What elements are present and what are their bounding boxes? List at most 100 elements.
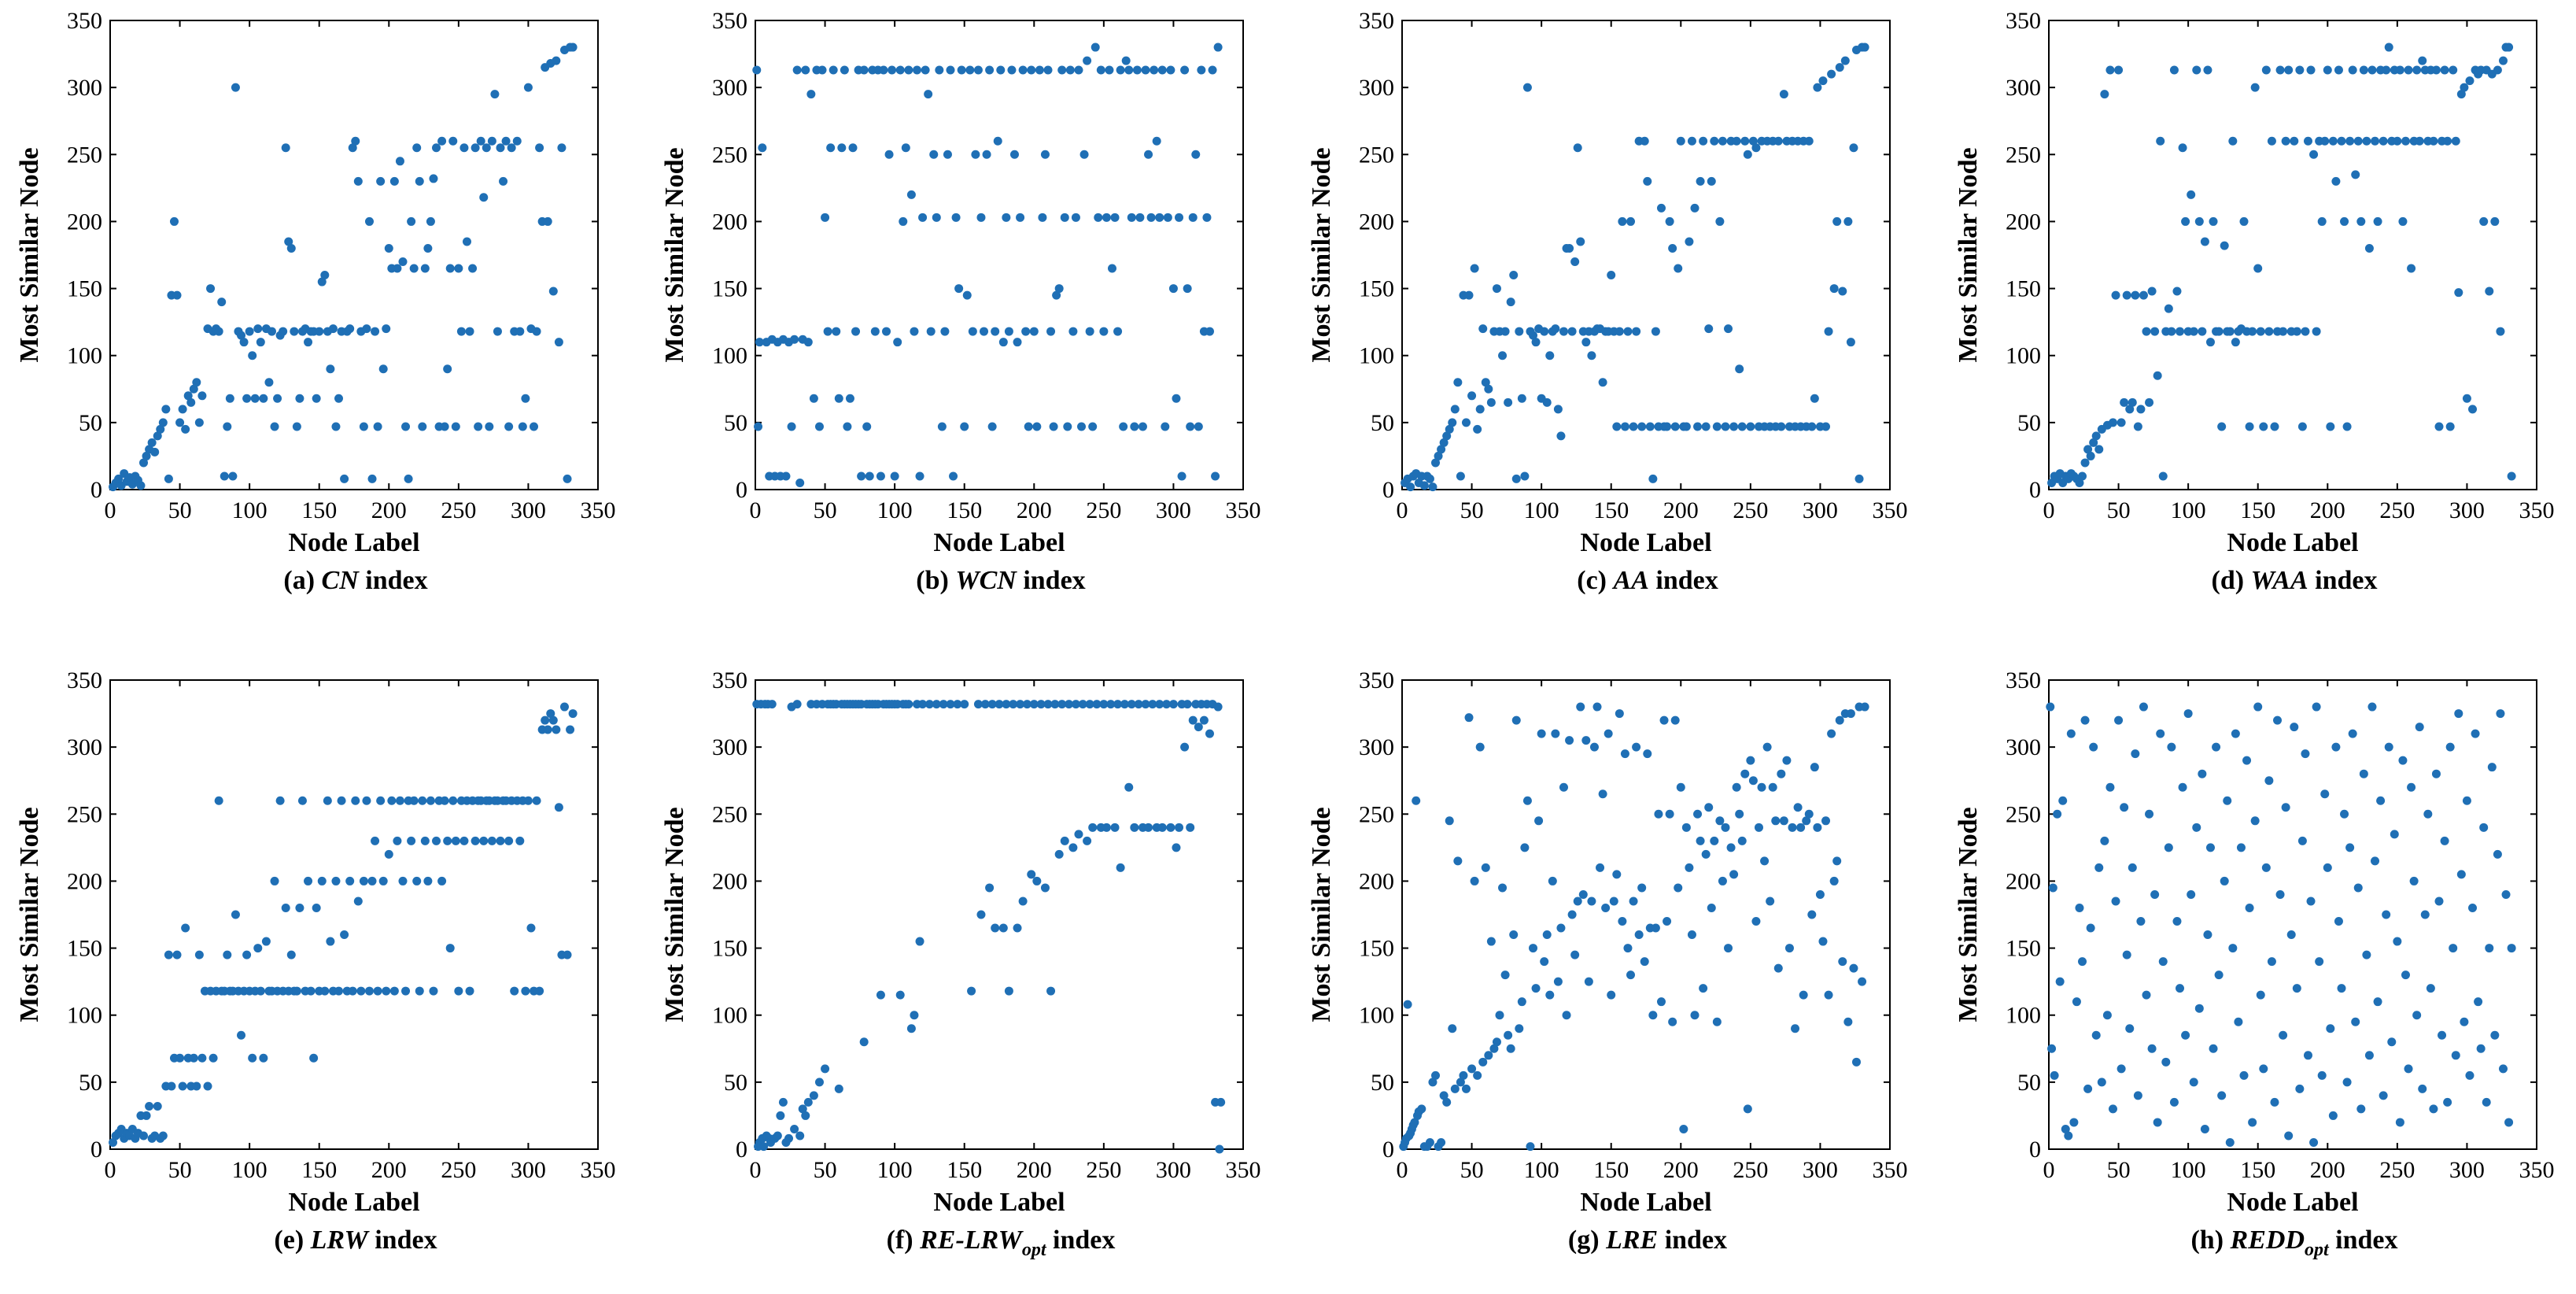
data-point <box>345 324 355 334</box>
data-point <box>2231 338 2240 347</box>
data-point <box>423 876 433 885</box>
y-tick-label: 350 <box>67 667 102 693</box>
x-tick-label: 350 <box>1873 497 1908 523</box>
data-point <box>834 1084 843 1093</box>
data-point <box>456 327 466 336</box>
data-point <box>2275 889 2285 899</box>
data-point <box>851 327 861 336</box>
data-point <box>1737 836 1747 845</box>
data-point <box>980 700 990 709</box>
data-point <box>256 986 265 996</box>
data-point <box>2434 897 2444 906</box>
x-axis-label: Node Label <box>1580 528 1711 557</box>
data-point <box>1120 700 1129 709</box>
data-point <box>2431 769 2441 778</box>
points-h <box>2046 702 2516 1147</box>
data-point <box>1651 327 1660 336</box>
data-point <box>2373 997 2382 1007</box>
points-f <box>752 700 1226 1154</box>
y-axis-label: Most Similar Node <box>1307 147 1336 362</box>
data-point <box>197 1053 207 1063</box>
data-point <box>1144 823 1153 832</box>
data-point <box>1437 1137 1446 1147</box>
data-point <box>153 431 162 441</box>
x-tick-label: 250 <box>1733 497 1768 523</box>
data-point <box>206 284 216 294</box>
data-point <box>803 1097 813 1107</box>
x-tick-label: 150 <box>301 1157 337 1183</box>
data-point <box>1576 702 1585 712</box>
data-point <box>1481 863 1490 872</box>
data-point <box>2150 889 2160 899</box>
data-point <box>295 903 304 912</box>
data-point <box>2158 471 2168 481</box>
data-point <box>1481 378 1490 387</box>
data-point <box>334 986 344 996</box>
data-point <box>1124 782 1134 792</box>
x-tick-label: 250 <box>2379 497 2415 523</box>
data-point <box>371 836 380 845</box>
data-point <box>1542 930 1552 940</box>
data-point <box>1651 923 1660 933</box>
data-point <box>987 700 997 709</box>
data-point <box>214 796 223 805</box>
data-point <box>1046 327 1056 336</box>
data-point <box>2105 65 2115 75</box>
data-point <box>1138 422 1147 431</box>
data-point <box>139 1131 149 1141</box>
data-point <box>1083 836 1092 845</box>
data-point <box>1674 264 1683 273</box>
x-tick-label: 50 <box>1460 1157 1484 1183</box>
data-point <box>2100 836 2109 845</box>
data-point <box>2136 917 2146 926</box>
data-point <box>231 910 240 919</box>
data-point <box>1511 474 1521 483</box>
data-point <box>1417 1104 1426 1114</box>
data-point <box>1134 700 1143 709</box>
data-point <box>1102 213 1111 222</box>
data-point <box>2420 910 2430 919</box>
x-tick-label: 50 <box>814 497 837 523</box>
data-point <box>2279 1030 2288 1040</box>
data-point <box>398 257 408 267</box>
data-point <box>1726 843 1736 852</box>
data-point <box>1737 422 1747 431</box>
data-point <box>2407 264 2416 273</box>
data-point <box>181 424 190 434</box>
data-point <box>1506 1044 1515 1053</box>
x-tick-label: 100 <box>877 497 913 523</box>
data-point <box>965 65 975 75</box>
data-point <box>949 471 958 481</box>
data-point <box>1439 1091 1449 1100</box>
data-point <box>315 327 324 336</box>
data-point <box>214 327 223 336</box>
data-point <box>1665 216 1674 226</box>
data-point <box>2443 136 2452 146</box>
x-tick-label: 150 <box>947 497 982 523</box>
data-point <box>530 422 539 431</box>
data-point <box>801 65 810 75</box>
data-point <box>189 384 198 394</box>
data-point <box>1172 843 1181 852</box>
data-point <box>248 1053 257 1063</box>
panel-f: 0 50 100 150 200 250 300 350 0 50 100 150 200 250 300 3… <box>660 667 1261 1260</box>
data-point <box>1640 136 1649 146</box>
data-point <box>521 986 530 996</box>
data-point <box>2328 136 2338 146</box>
data-point <box>1052 290 1061 300</box>
data-point <box>2356 1104 2366 1114</box>
data-point <box>1821 422 1831 431</box>
y-tick-label: 250 <box>2006 142 2041 168</box>
data-point <box>183 391 193 401</box>
data-point <box>2317 1070 2327 1080</box>
data-point <box>2496 709 2505 719</box>
data-point <box>2064 1131 2073 1141</box>
data-point <box>2250 83 2260 92</box>
data-point <box>510 986 519 996</box>
data-point <box>389 176 399 186</box>
data-point <box>2209 216 2218 226</box>
data-point <box>398 876 408 885</box>
data-point <box>2290 136 2299 146</box>
data-point <box>918 213 928 222</box>
